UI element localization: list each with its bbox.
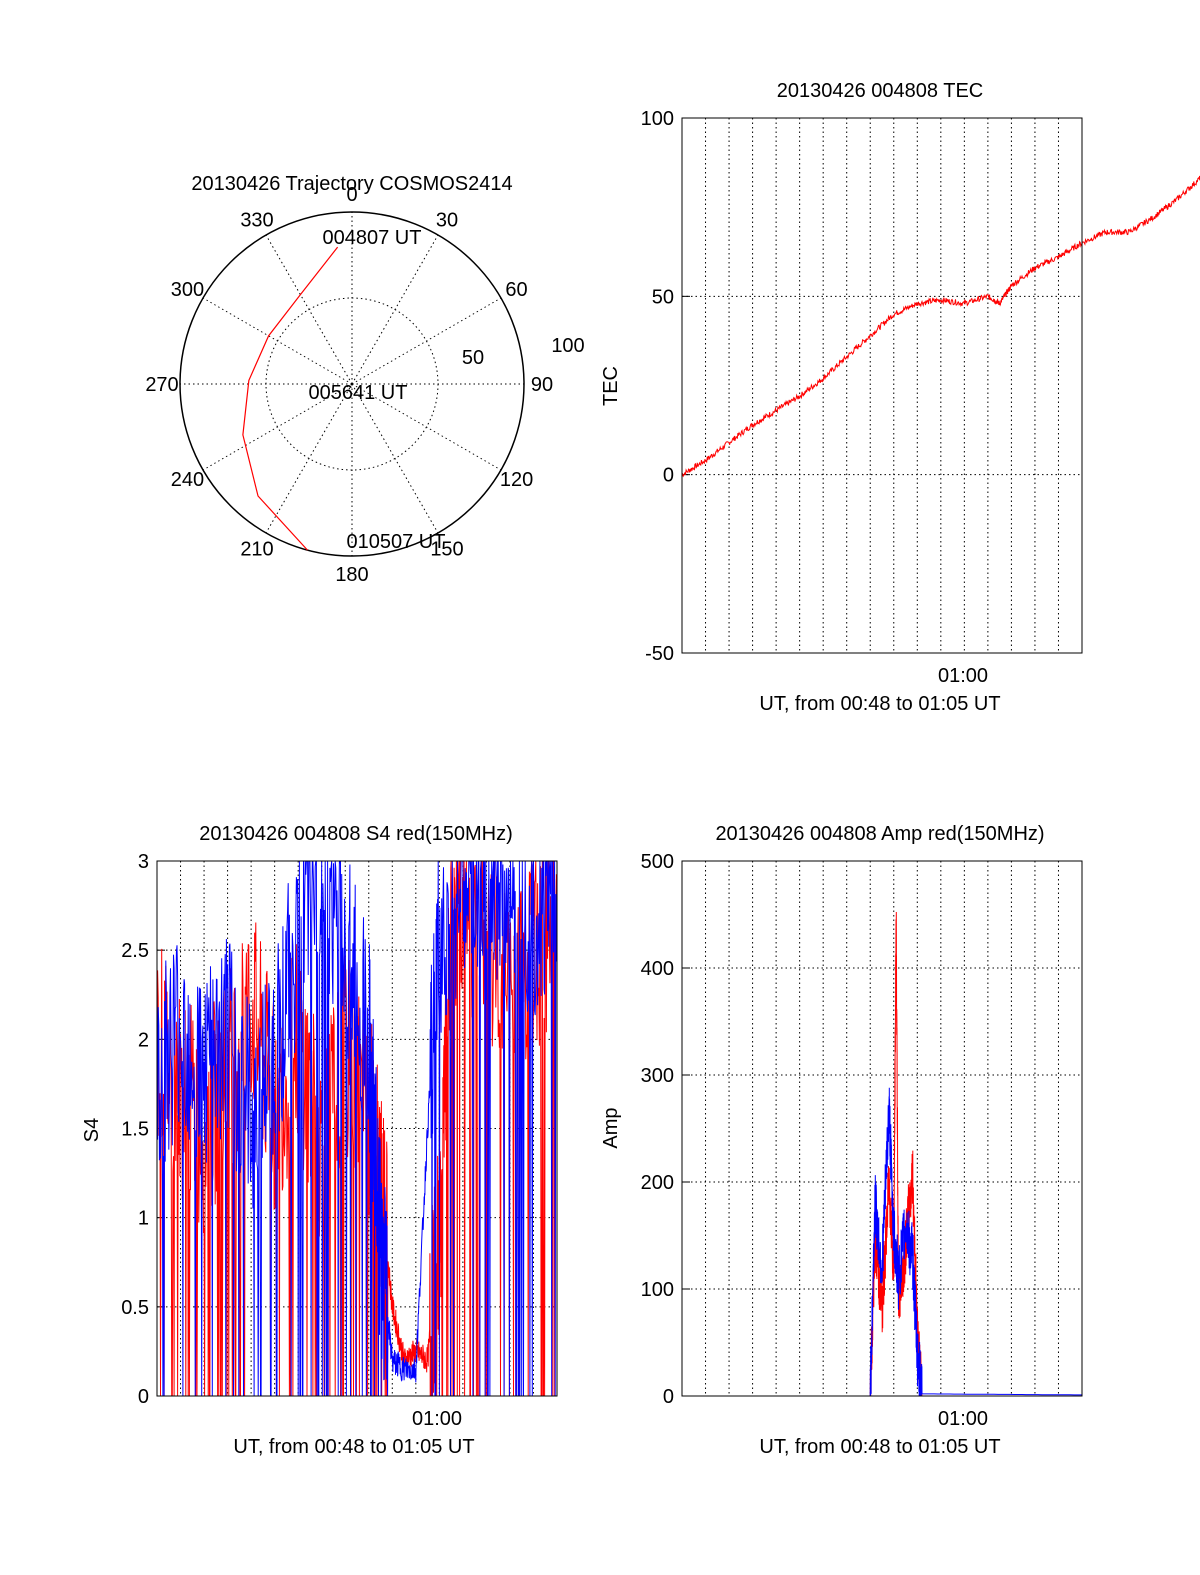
series-line [681, 175, 1200, 478]
amp-xtick-label: 01:00 [938, 1408, 988, 1430]
y-tick-label: 2.5 [121, 940, 149, 962]
y-tick-label: 0 [663, 465, 674, 487]
amp-plot-area: 500 400 300 200 100 0 [641, 851, 1083, 1408]
y-tick-label: 400 [641, 958, 674, 980]
polar-angle-label: 180 [335, 564, 368, 586]
polar-angle-label: 210 [240, 539, 273, 561]
amp-chart: 20130426 004808 Amp red(150MHz) Amp 01:0… [600, 823, 1083, 1458]
polar-title: 20130426 Trajectory COSMOS2414 [191, 173, 512, 195]
plot-frame [681, 117, 1083, 654]
amp-ylabel: Amp [600, 1107, 622, 1148]
polar-angle-label: 270 [145, 374, 178, 396]
s4-chart: 20130426 004808 S4 red(150MHz) S4 01:00 … [81, 823, 558, 1458]
polar-angle-label: 150 [430, 539, 463, 561]
polar-spoke [351, 234, 439, 385]
y-tick-label: 3 [138, 851, 149, 873]
y-tick-label: 2 [138, 1029, 149, 1051]
y-tick-label: 50 [652, 286, 674, 308]
tec-xtick-label: 01:00 [938, 665, 988, 687]
polar-spoke [351, 297, 502, 385]
polar-angle-label: 330 [240, 209, 273, 231]
polar-angle-label: 60 [505, 279, 527, 301]
y-tick-label: 200 [641, 1172, 674, 1194]
polar-spoke [351, 383, 502, 471]
polar-spoke [265, 234, 353, 385]
tec-chart: 20130426 004808 TEC TEC 01:00 UT, from 0… [600, 80, 1200, 715]
y-tick-label: 0.5 [121, 1297, 149, 1319]
y-tick-label: 100 [641, 108, 674, 130]
polar-radial-label: 50 [462, 347, 484, 369]
polar-time-annotation: 005641 UT [309, 382, 408, 404]
tec-title: 20130426 004808 TEC [777, 80, 983, 102]
polar-angle-label: 30 [436, 209, 458, 231]
tec-xlabel: UT, from 00:48 to 01:05 UT [759, 693, 1000, 715]
polar-angle-label: 120 [500, 469, 533, 491]
polar-plot-area: 0 30 60 90 120 150 180 210 240 270 300 330 50 100 0048… [145, 184, 584, 586]
polar-trajectory-line [242, 246, 339, 551]
polar-angle-label: 240 [171, 469, 204, 491]
polar-trajectory-chart: 20130426 Trajectory COSMOS2414 0 30 60 90 12… [145, 173, 584, 586]
plot-frame [681, 860, 1083, 1397]
plot-frame [156, 860, 558, 1397]
amp-xlabel: UT, from 00:48 to 01:05 UT [759, 1436, 1000, 1458]
y-tick-label: 1.5 [121, 1119, 149, 1141]
s4-xtick-label: 01:00 [412, 1408, 462, 1430]
polar-spoke [351, 383, 439, 534]
polar-angle-label: 90 [531, 374, 553, 396]
tec-ylabel: TEC [600, 366, 622, 406]
polar-angle-label: 300 [171, 279, 204, 301]
y-tick-label: 500 [641, 851, 674, 873]
polar-spoke [265, 383, 353, 534]
s4-xlabel: UT, from 00:48 to 01:05 UT [233, 1436, 474, 1458]
series-line [682, 1087, 1083, 1397]
y-tick-label: 1 [138, 1208, 149, 1230]
polar-time-annotation: 004807 UT [323, 227, 422, 249]
polar-spoke [202, 383, 353, 471]
s4-title: 20130426 004808 S4 red(150MHz) [199, 823, 513, 845]
series-line [682, 911, 1082, 1397]
y-tick-label: 100 [641, 1279, 674, 1301]
tec-plot-area: 100 50 0 -50 [641, 108, 1200, 665]
polar-time-annotation: 010507 UT [347, 531, 446, 553]
y-tick-label: 0 [138, 1386, 149, 1408]
polar-spoke [202, 297, 353, 385]
y-tick-label: -50 [645, 643, 674, 665]
y-tick-label: 300 [641, 1065, 674, 1087]
polar-angle-label: 0 [346, 184, 357, 206]
y-tick-label: 0 [663, 1386, 674, 1408]
s4-plot-area: 3 2.5 2 1.5 1 0.5 0 [121, 851, 558, 1408]
polar-radial-label: 100 [551, 335, 584, 357]
amp-title: 20130426 004808 Amp red(150MHz) [715, 823, 1044, 845]
s4-ylabel: S4 [81, 1118, 103, 1142]
